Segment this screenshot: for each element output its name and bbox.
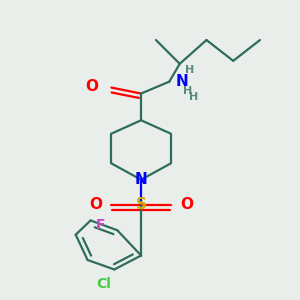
Text: O: O	[89, 197, 102, 212]
Text: O: O	[180, 197, 193, 212]
Text: H: H	[189, 92, 199, 101]
Text: O: O	[85, 79, 98, 94]
Text: N: N	[176, 74, 188, 88]
Text: F: F	[96, 218, 106, 232]
Text: S: S	[136, 197, 147, 212]
Text: H: H	[185, 65, 195, 75]
Text: Cl: Cl	[97, 277, 111, 291]
Text: N: N	[135, 172, 148, 187]
Text: H: H	[182, 85, 192, 96]
